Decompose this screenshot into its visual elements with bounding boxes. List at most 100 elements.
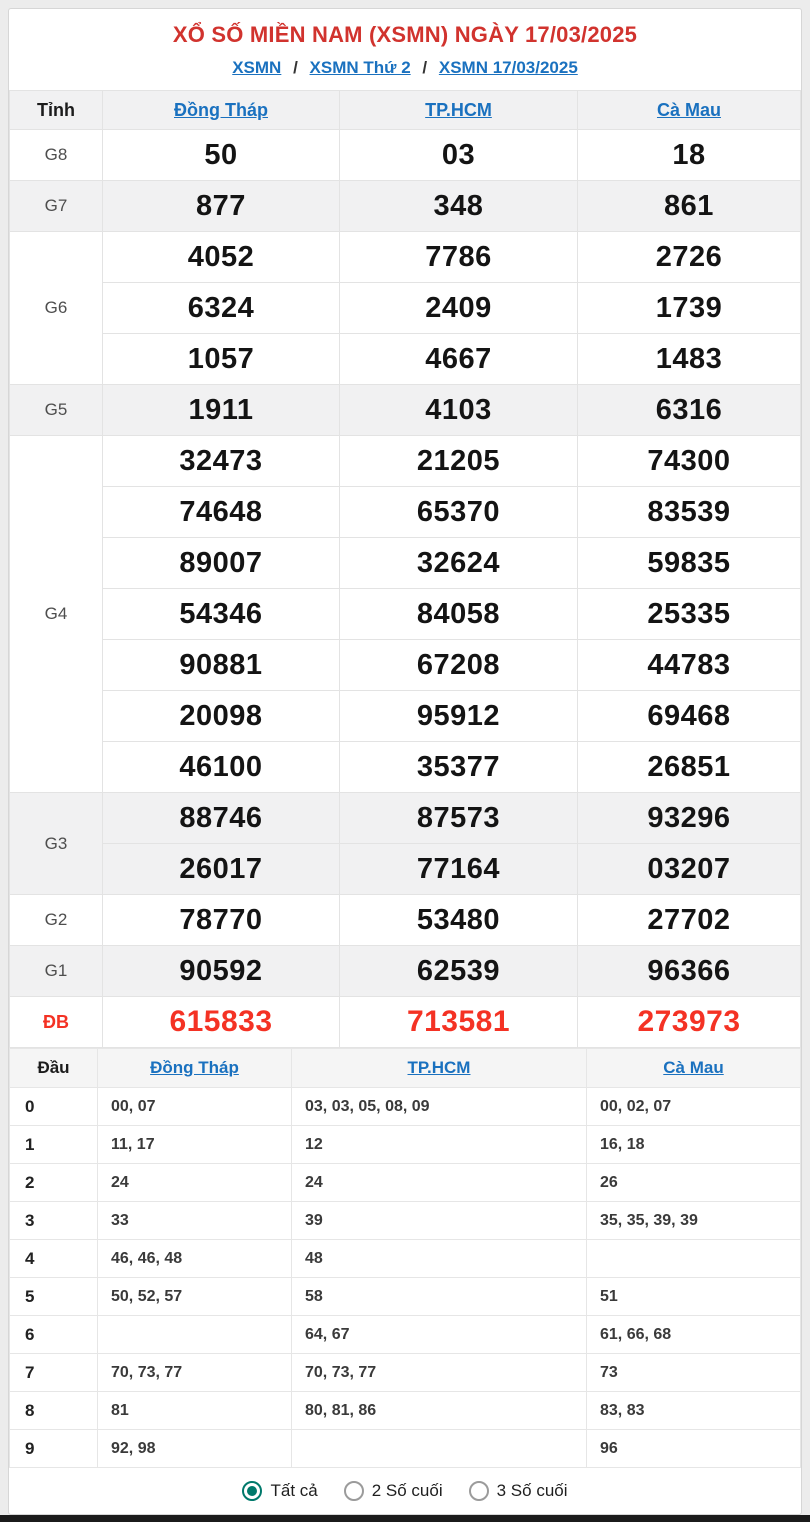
head-row-1: 1 11, 17 12 16, 18 bbox=[9, 1125, 801, 1164]
radio-option-2[interactable]: 2 Số cuối bbox=[343, 1481, 443, 1501]
breadcrumb-link-xsmn-thu-2[interactable]: XSMN Thứ 2 bbox=[309, 58, 411, 77]
prize-row-G3-1: G3 88746 87573 93296 bbox=[9, 792, 801, 895]
prize-number: 7786 bbox=[339, 231, 578, 283]
prize-number: 69468 bbox=[577, 690, 801, 742]
head-province-link-dong-thap[interactable]: Đồng Tháp bbox=[150, 1058, 239, 1077]
prize-number: 87573 bbox=[339, 792, 578, 844]
head-row-4: 4 46, 46, 48 48 bbox=[9, 1239, 801, 1278]
head-endings-cell: 61, 66, 68 bbox=[586, 1315, 801, 1354]
prize-label: G2 bbox=[9, 894, 103, 946]
head-endings-cell: 73 bbox=[586, 1353, 801, 1392]
head-endings-cell: 26 bbox=[586, 1163, 801, 1202]
head-endings-cell: 83, 83 bbox=[586, 1391, 801, 1430]
head-province-header-ca-mau: Cà Mau bbox=[586, 1048, 801, 1088]
prize-number: 27702 bbox=[577, 894, 801, 946]
head-endings-cell bbox=[97, 1315, 292, 1354]
prize-number: 88746 bbox=[102, 792, 340, 844]
head-endings-cell: 00, 02, 07 bbox=[586, 1087, 801, 1126]
head-endings-cell bbox=[291, 1429, 587, 1468]
head-digit: 0 bbox=[9, 1087, 98, 1126]
head-endings-cell: 24 bbox=[97, 1163, 292, 1202]
province-link-ca-mau[interactable]: Cà Mau bbox=[656, 99, 721, 120]
province-header-ca-mau: Cà Mau bbox=[577, 90, 801, 130]
prize-number: 1739 bbox=[577, 282, 801, 334]
prize-number: 03 bbox=[339, 129, 578, 181]
prize-number: 615833 bbox=[102, 996, 340, 1048]
head-digit: 1 bbox=[9, 1125, 98, 1164]
head-endings-cell: 48 bbox=[291, 1239, 587, 1278]
prize-number: 78770 bbox=[102, 894, 340, 946]
breadcrumb-separator: / bbox=[422, 58, 428, 77]
prize-number: 25335 bbox=[577, 588, 801, 640]
prize-label: G3 bbox=[9, 792, 103, 895]
prize-label: G1 bbox=[9, 945, 103, 997]
province-link-dong-thap[interactable]: Đồng Tháp bbox=[174, 99, 268, 120]
prize-number: 96366 bbox=[577, 945, 801, 997]
prize-row-G4-2: 74648 65370 83539 bbox=[10, 486, 801, 538]
prize-label: G6 bbox=[9, 231, 103, 385]
prize-number: 2409 bbox=[339, 282, 578, 334]
head-endings-cell: 96 bbox=[586, 1429, 801, 1468]
radio-option-1[interactable]: Tất cả bbox=[242, 1481, 318, 1501]
prize-label: ĐB bbox=[9, 996, 103, 1048]
prize-row-G6-2: 6324 2409 1739 bbox=[10, 282, 801, 334]
head-digit: 8 bbox=[9, 1391, 98, 1430]
prize-number: 861 bbox=[577, 180, 801, 232]
prize-row-G7: G7 877 348 861 bbox=[9, 180, 801, 232]
head-digits-table: Đầu Đồng Tháp TP.HCM Cà Mau 0 00, 07 03, 0… bbox=[9, 1048, 801, 1468]
prize-row-ĐB: ĐB 615833 713581 273973 bbox=[9, 996, 801, 1048]
radio-unselected-icon[interactable] bbox=[468, 1481, 489, 1501]
prize-row-G8: G8 50 03 18 bbox=[9, 129, 801, 181]
prize-row-G5: G5 1911 4103 6316 bbox=[9, 384, 801, 436]
results-corner-header: Tỉnh bbox=[9, 90, 103, 130]
prize-label: G8 bbox=[9, 129, 103, 181]
head-endings-cell: 70, 73, 77 bbox=[97, 1353, 292, 1392]
head-digit: 6 bbox=[9, 1315, 98, 1354]
prize-number: 26017 bbox=[102, 843, 340, 895]
prize-number: 74300 bbox=[577, 435, 801, 487]
prize-row-G4-3: 89007 32624 59835 bbox=[10, 537, 801, 589]
digits-filter-radio-group: Tất cả 2 Số cuối 3 Số cuối bbox=[9, 1468, 801, 1514]
prize-number: 21205 bbox=[339, 435, 578, 487]
radio-selected-icon[interactable] bbox=[242, 1481, 263, 1501]
prize-number: 877 bbox=[102, 180, 340, 232]
prize-number: 90592 bbox=[102, 945, 340, 997]
prize-number: 4103 bbox=[339, 384, 578, 436]
prize-number: 4052 bbox=[102, 231, 340, 283]
head-endings-cell: 81 bbox=[97, 1391, 292, 1430]
prize-number: 20098 bbox=[102, 690, 340, 742]
prize-number: 348 bbox=[339, 180, 578, 232]
head-endings-cell: 58 bbox=[291, 1277, 587, 1316]
head-row-8: 8 81 80, 81, 86 83, 83 bbox=[9, 1391, 801, 1430]
prize-row-G4-5: 90881 67208 44783 bbox=[10, 639, 801, 691]
radio-unselected-icon[interactable] bbox=[343, 1481, 364, 1501]
prize-row-G1: G1 90592 62539 96366 bbox=[9, 945, 801, 997]
prize-number: 62539 bbox=[339, 945, 578, 997]
breadcrumb-link-xsmn-date[interactable]: XSMN 17/03/2025 bbox=[438, 58, 578, 77]
prize-number: 65370 bbox=[339, 486, 578, 538]
prize-row-G2: G2 78770 53480 27702 bbox=[9, 894, 801, 946]
prize-number: 32473 bbox=[102, 435, 340, 487]
prize-number: 1911 bbox=[102, 384, 340, 436]
head-province-link-tphcm[interactable]: TP.HCM bbox=[407, 1058, 471, 1077]
prize-number: 713581 bbox=[339, 996, 578, 1048]
radio-option-3[interactable]: 3 Số cuối bbox=[468, 1481, 568, 1501]
radio-option-label: 2 Số cuối bbox=[371, 1481, 443, 1500]
head-digit: 5 bbox=[9, 1277, 98, 1316]
prize-number: 74648 bbox=[102, 486, 340, 538]
head-province-link-ca-mau[interactable]: Cà Mau bbox=[663, 1058, 724, 1077]
results-table-body: G8 50 03 18 G7 877 348 861 G6 4052 7786 2726 6324 240… bbox=[9, 129, 801, 1048]
breadcrumb-link-xsmn[interactable]: XSMN bbox=[232, 58, 282, 77]
head-endings-cell: 92, 98 bbox=[97, 1429, 292, 1468]
prize-number: 54346 bbox=[102, 588, 340, 640]
breadcrumb-separator: / bbox=[293, 58, 298, 77]
prize-label: G4 bbox=[9, 435, 103, 793]
province-link-tphcm[interactable]: TP.HCM bbox=[425, 99, 492, 120]
breadcrumb: XSMN / XSMN Thứ 2 / XSMN 17/03/2025 bbox=[9, 48, 801, 90]
prize-number: 273973 bbox=[577, 996, 801, 1048]
prize-row-G6-3: 1057 4667 1483 bbox=[10, 333, 801, 385]
head-digit: 2 bbox=[9, 1163, 98, 1202]
prize-number: 95912 bbox=[339, 690, 578, 742]
prize-number: 1057 bbox=[102, 333, 340, 385]
head-corner-header: Đầu bbox=[9, 1048, 98, 1088]
